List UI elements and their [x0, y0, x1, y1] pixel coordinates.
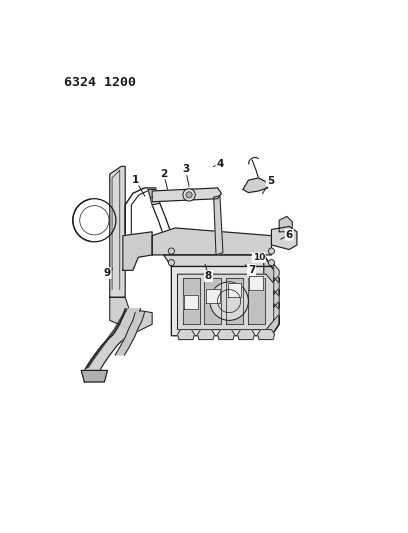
- Circle shape: [168, 248, 175, 254]
- Polygon shape: [197, 329, 215, 340]
- Text: 6324 1200: 6324 1200: [64, 76, 135, 88]
- Polygon shape: [214, 196, 223, 255]
- Polygon shape: [257, 329, 275, 340]
- Polygon shape: [115, 313, 144, 355]
- Polygon shape: [274, 277, 279, 294]
- Polygon shape: [84, 309, 141, 370]
- Polygon shape: [177, 274, 274, 329]
- Polygon shape: [184, 295, 198, 309]
- Polygon shape: [243, 178, 268, 192]
- Text: 9: 9: [104, 268, 111, 278]
- Polygon shape: [183, 278, 200, 324]
- Polygon shape: [226, 278, 243, 324]
- Circle shape: [268, 260, 275, 265]
- Polygon shape: [279, 216, 292, 232]
- Polygon shape: [237, 329, 255, 340]
- Polygon shape: [228, 282, 242, 296]
- Polygon shape: [248, 278, 264, 324]
- Polygon shape: [110, 297, 152, 332]
- Circle shape: [210, 282, 248, 320]
- Polygon shape: [152, 188, 222, 202]
- Polygon shape: [249, 277, 263, 290]
- Polygon shape: [206, 289, 220, 303]
- Text: 6: 6: [286, 230, 293, 240]
- Polygon shape: [171, 266, 279, 336]
- Polygon shape: [177, 329, 195, 340]
- Polygon shape: [264, 255, 279, 336]
- Text: 1: 1: [132, 175, 139, 185]
- Polygon shape: [152, 228, 271, 255]
- Polygon shape: [274, 290, 279, 308]
- Text: 5: 5: [267, 176, 274, 186]
- Text: 4: 4: [216, 159, 224, 169]
- Polygon shape: [274, 264, 279, 281]
- Circle shape: [168, 260, 175, 265]
- Circle shape: [183, 189, 195, 201]
- Polygon shape: [123, 232, 152, 270]
- Polygon shape: [81, 370, 107, 382]
- Text: 8: 8: [205, 271, 212, 281]
- Circle shape: [186, 192, 192, 198]
- Polygon shape: [110, 166, 125, 297]
- Text: 10: 10: [253, 253, 265, 262]
- Polygon shape: [164, 255, 271, 266]
- Text: 2: 2: [160, 168, 167, 179]
- Polygon shape: [271, 227, 297, 249]
- Polygon shape: [204, 278, 222, 324]
- Polygon shape: [148, 189, 160, 205]
- Text: 3: 3: [182, 165, 189, 174]
- Circle shape: [268, 248, 275, 254]
- Text: 7: 7: [248, 265, 255, 275]
- Polygon shape: [217, 329, 235, 340]
- Polygon shape: [274, 303, 279, 320]
